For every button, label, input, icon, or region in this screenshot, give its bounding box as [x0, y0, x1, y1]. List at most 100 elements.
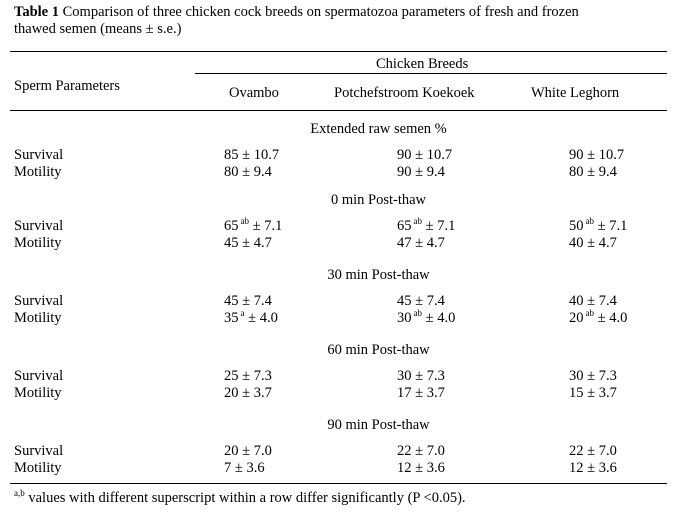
cell-superscript: ab — [585, 308, 595, 318]
bottom-rule — [10, 483, 667, 484]
cell-mean: 80 — [224, 164, 239, 180]
table-cell: 45 ± 7.4 — [397, 293, 445, 310]
cell-mean: 17 — [397, 385, 412, 401]
cell-se: ± 7.3 — [415, 368, 445, 384]
cell-se: ± 3.6 — [234, 460, 265, 476]
cell-mean: 22 — [569, 443, 584, 459]
cell-mean: 90 — [397, 147, 412, 163]
table-cell: 45 ± 7.4 — [224, 293, 272, 310]
table-caption: Table 1 Comparison of three chicken cock… — [14, 4, 579, 21]
table-cell: 40 ± 4.7 — [569, 235, 617, 252]
cell-mean: 50 — [569, 218, 584, 234]
cell-se: ± 7.0 — [415, 443, 445, 459]
cell-se: ± 4.0 — [597, 310, 628, 326]
header-rule — [10, 110, 667, 111]
table-cell: 50 ab ± 7.1 — [569, 216, 627, 235]
cell-mean: 80 — [569, 164, 584, 180]
row-label: Motility — [14, 310, 62, 326]
footnote-text: values with different superscript within… — [28, 490, 466, 506]
cell-mean: 12 — [569, 460, 584, 476]
cell-mean: 90 — [397, 164, 412, 180]
row-label: Motility — [14, 164, 62, 180]
row-label: Survival — [14, 443, 64, 459]
cell-mean: 35 — [224, 310, 239, 326]
cell-mean: 65 — [224, 218, 239, 234]
footnote: a,b values with different superscript wi… — [14, 489, 466, 507]
cell-se: ± 7.3 — [242, 368, 272, 384]
cell-mean: 45 — [224, 293, 239, 309]
cell-mean: 30 — [397, 310, 412, 326]
table-cell: 20 ± 7.0 — [224, 443, 272, 460]
cell-se: ± 9.4 — [415, 164, 445, 180]
table-cell: 30 ± 7.3 — [397, 368, 445, 385]
table-cell: 20 ab ± 4.0 — [569, 308, 628, 327]
cell-superscript: ab — [413, 216, 423, 226]
cell-se: ± 4.0 — [425, 310, 456, 326]
row-label: Survival — [14, 293, 64, 309]
header-sperm-parameters: Sperm Parameters — [14, 78, 120, 94]
table-cell: 65 ab ± 7.1 — [224, 216, 283, 235]
cell-se: ± 4.7 — [242, 235, 272, 251]
cell-mean: 20 — [224, 385, 239, 401]
table-cell: 30 ± 7.3 — [569, 368, 617, 385]
header-chicken-breeds: Chicken Breeds — [376, 56, 469, 72]
cell-se: ± 3.6 — [415, 460, 445, 476]
table-cell: 45 ± 4.7 — [224, 235, 272, 252]
cell-se: ± 7.4 — [415, 293, 445, 309]
cell-mean: 40 — [569, 293, 584, 309]
section-title: 90 min Post-thaw — [327, 417, 430, 433]
row-label: Survival — [14, 147, 64, 163]
cell-se: ± 4.7 — [415, 235, 445, 251]
row-label: Survival — [14, 368, 64, 384]
cell-se: ± 7.1 — [425, 218, 456, 234]
row-label: Motility — [14, 460, 62, 476]
cell-se: ± 3.7 — [415, 385, 445, 401]
cell-superscript: ab — [413, 308, 423, 318]
table-cell: 22 ± 7.0 — [397, 443, 445, 460]
cell-mean: 20 — [224, 443, 239, 459]
table-cell: 40 ± 7.4 — [569, 293, 617, 310]
header-breed: White Leghorn — [531, 85, 620, 101]
cell-mean: 30 — [569, 368, 584, 384]
caption-text-2: thawed semen (means ± s.e.) — [14, 21, 182, 37]
table-cell: 25 ± 7.3 — [224, 368, 272, 385]
cell-mean: 25 — [224, 368, 239, 384]
cell-se: ± 3.7 — [587, 385, 617, 401]
cell-mean: 45 — [397, 293, 412, 309]
table-cell: 17 ± 3.7 — [397, 385, 445, 402]
cell-se: ± 7.4 — [587, 293, 617, 309]
cell-superscript: a — [240, 308, 245, 318]
cell-se: ± 9.4 — [242, 164, 272, 180]
section-title: Extended raw semen % — [310, 121, 447, 137]
cell-se: ± 7.0 — [242, 443, 272, 459]
table-cell: 30 ab ± 4.0 — [397, 308, 456, 327]
cell-se: ± 7.0 — [587, 443, 617, 459]
table-cell: 22 ± 7.0 — [569, 443, 617, 460]
table-cell: 20 ± 3.7 — [224, 385, 272, 402]
cell-mean: 47 — [397, 235, 412, 251]
cell-mean: 85 — [224, 147, 239, 163]
table-cell: 15 ± 3.7 — [569, 385, 617, 402]
row-label: Motility — [14, 385, 62, 401]
table-cell: 90 ± 10.7 — [569, 147, 624, 164]
cell-superscript: ab — [240, 216, 250, 226]
table-cell: 65 ab ± 7.1 — [397, 216, 456, 235]
section-title: 60 min Post-thaw — [327, 342, 430, 358]
section-title: 30 min Post-thaw — [327, 267, 430, 283]
cell-se: ± 10.7 — [415, 147, 453, 163]
cell-se: ± 10.7 — [587, 147, 625, 163]
cell-mean: 12 — [397, 460, 412, 476]
cell-mean: 20 — [569, 310, 584, 326]
table-cell: 12 ± 3.6 — [397, 460, 445, 477]
cell-superscript: ab — [585, 216, 595, 226]
section-title: 0 min Post-thaw — [330, 192, 427, 208]
cell-se: ± 3.6 — [587, 460, 617, 476]
cell-mean: 30 — [397, 368, 412, 384]
cell-se: ± 9.4 — [587, 164, 617, 180]
cell-mean: 22 — [397, 443, 412, 459]
caption-text: Comparison of three chicken cock breeds … — [62, 4, 579, 20]
cell-se: ± 4.0 — [248, 310, 278, 326]
cell-se: ± 7.3 — [587, 368, 617, 384]
cell-se: ± 7.1 — [252, 218, 283, 234]
